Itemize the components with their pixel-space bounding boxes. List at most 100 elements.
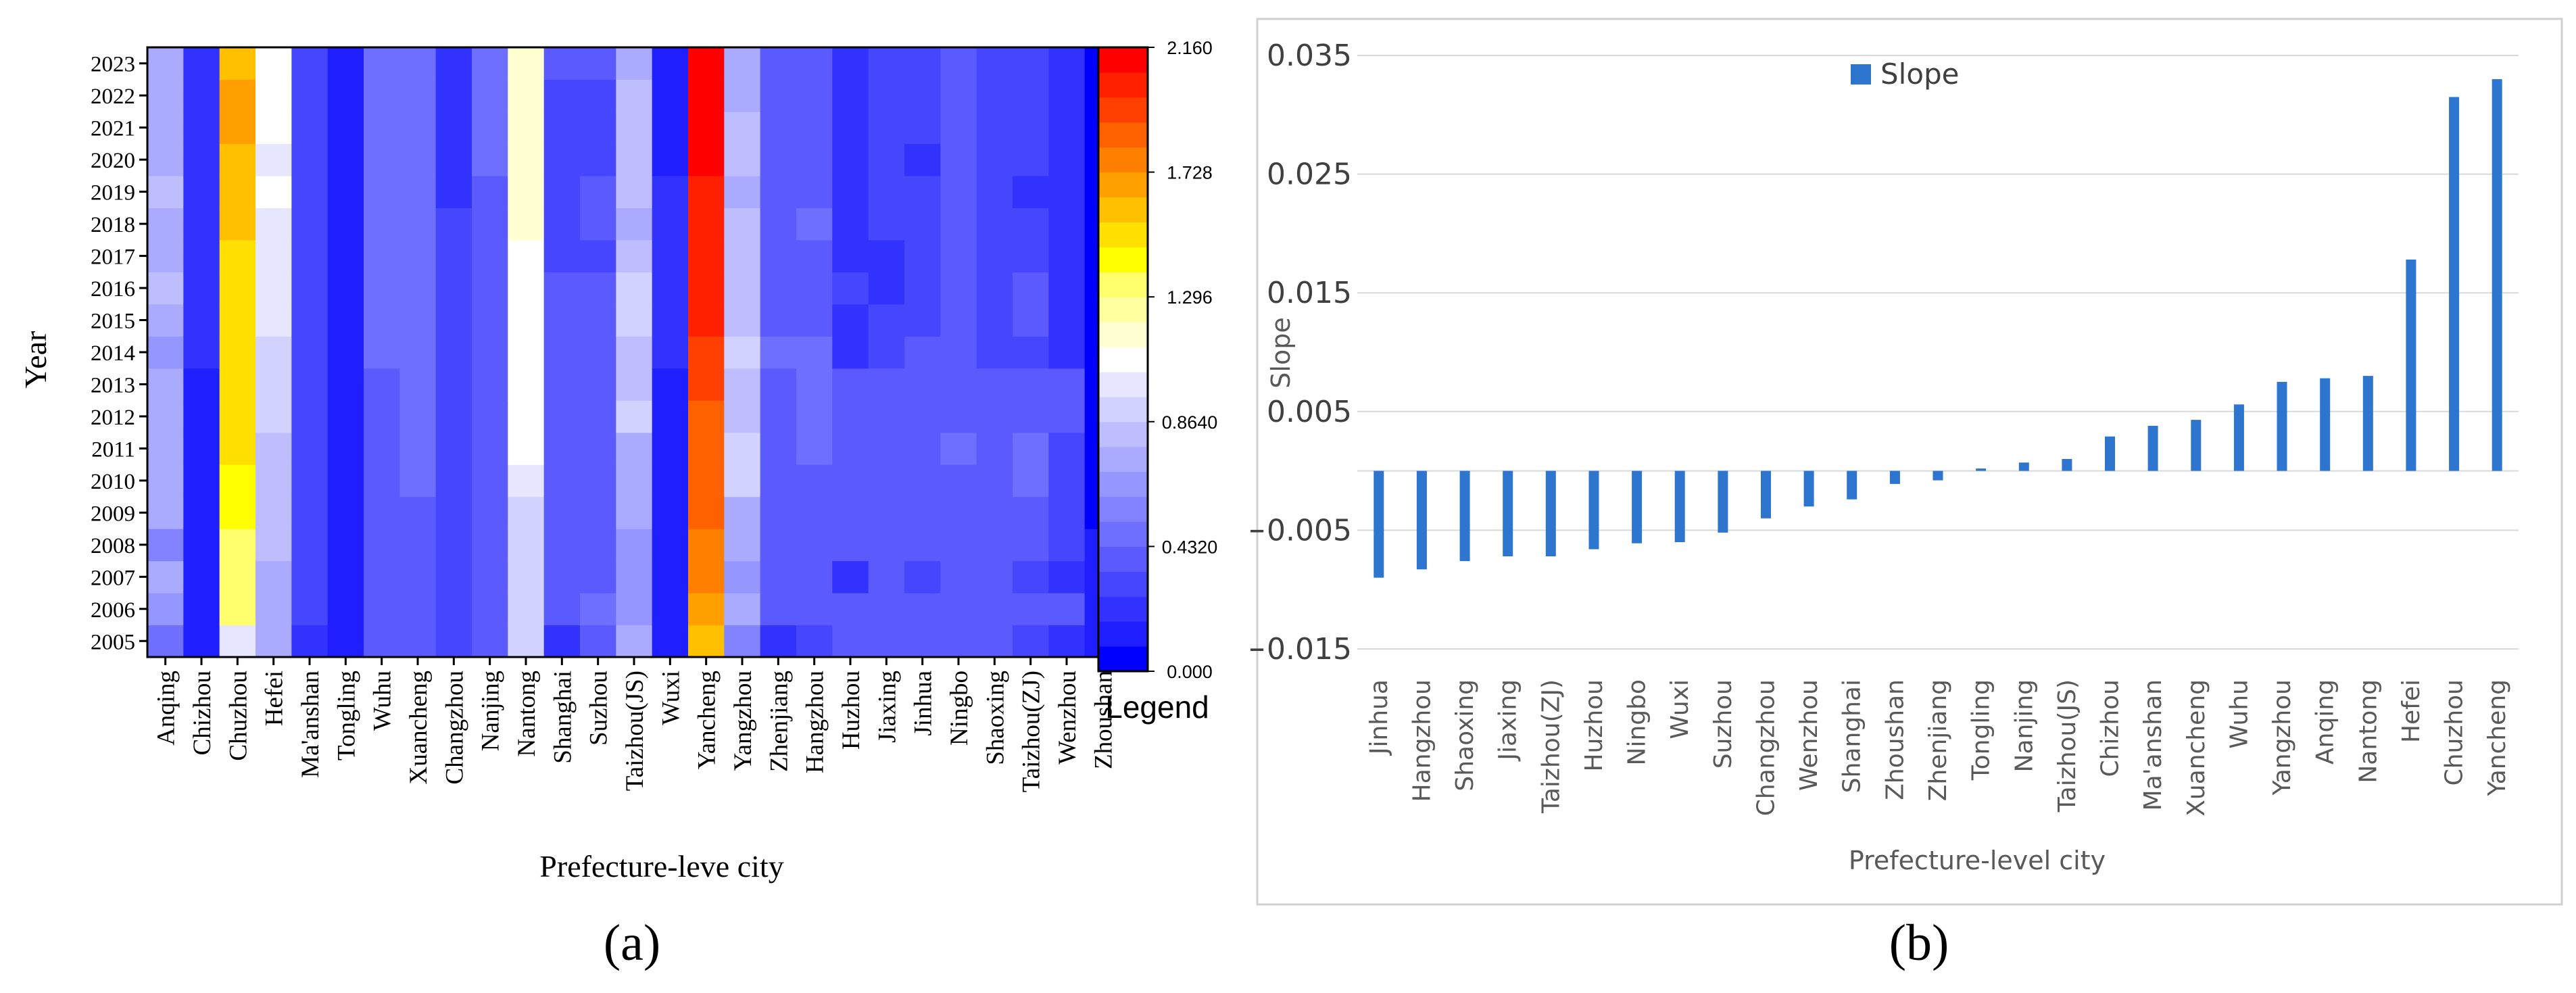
heatmap-cell <box>435 464 472 498</box>
heatmap-cell <box>435 496 472 529</box>
heatmap-cell <box>580 336 616 369</box>
heatmap-cell <box>543 593 581 626</box>
heatmap-cell <box>868 496 905 529</box>
heatmap-cell <box>580 400 616 433</box>
heatmap-cell <box>256 239 292 272</box>
heatmap-cell <box>1048 496 1086 529</box>
heatmap-cell <box>472 529 508 562</box>
colorbar-swatch <box>1098 521 1148 547</box>
bar-y-axis-label: Slope <box>1266 317 1296 388</box>
heatmap-cell <box>976 143 1013 176</box>
heatmap-cell <box>291 368 329 401</box>
heatmap-cell <box>147 304 184 337</box>
colorbar-swatch <box>1098 172 1148 198</box>
heatmap-cell <box>868 79 905 112</box>
colorbar-swatch <box>1098 646 1148 672</box>
bar-x-tick-label: Ningbo <box>1624 679 1651 765</box>
heatmap-cell <box>508 111 545 145</box>
bar-x-tick-label: Nantong <box>2354 679 2382 783</box>
heatmap-cell <box>364 593 400 626</box>
heatmap-cell <box>940 111 977 145</box>
bar-x-tick-label: Jinhua <box>1365 679 1393 756</box>
heatmap-x-tick-label: Xuancheng <box>405 671 433 785</box>
heatmap-cell <box>219 239 256 272</box>
heatmap-cell <box>147 143 184 176</box>
heatmap-cell <box>183 464 220 498</box>
heatmap-cell <box>832 143 869 176</box>
heatmap-cell <box>688 432 725 465</box>
heatmap-x-tick-label: Wuxi <box>657 671 685 725</box>
slope-bar-chart: 0.035 0.025 0.015 0.005 −0.005 −0.015 Jinhua H… <box>1242 18 2563 971</box>
heatmap-cell <box>796 272 833 305</box>
heatmap-cell <box>832 593 869 626</box>
heatmap-x-tick-label: Taizhou(JS) <box>621 671 649 791</box>
colorbar-swatch <box>1098 347 1148 372</box>
heatmap-cell <box>940 432 977 465</box>
heatmap-cell <box>219 79 256 112</box>
heatmap-x-tick-label: Chuzhou <box>224 671 252 761</box>
heatmap-cell <box>147 432 184 465</box>
heatmap-cell <box>688 593 725 626</box>
heatmap-cell <box>435 175 472 208</box>
heatmap-cell <box>291 593 329 626</box>
heatmap-cell <box>724 111 761 145</box>
bar-x-tick-label: Xuancheng <box>2183 679 2210 817</box>
heatmap-cell <box>219 336 256 369</box>
heatmap-cell <box>976 272 1013 305</box>
heatmap-cell <box>1013 336 1049 369</box>
heatmap-cell <box>327 625 364 658</box>
heatmap-y-tick-label: 2011 <box>91 437 135 462</box>
heatmap-cell <box>147 239 184 272</box>
heatmap-y-tick-label: 2015 <box>91 310 135 334</box>
heatmap-cell <box>291 496 329 529</box>
heatmap-cell <box>832 272 869 305</box>
heatmap-cell <box>435 400 472 433</box>
heatmap-cell <box>652 496 689 529</box>
heatmap-x-tick-label: Yangzhou <box>729 671 757 771</box>
bar-y-tick-label: −0.015 <box>1250 632 1352 667</box>
heatmap-cell <box>688 208 725 241</box>
heatmap-cell <box>399 79 437 112</box>
heatmap-cell <box>508 464 545 498</box>
heatmap-cell <box>580 560 616 594</box>
heatmap-cell <box>868 143 905 176</box>
heatmap-cell <box>940 143 977 176</box>
heatmap-cell <box>147 208 184 241</box>
bar-y-tick-label: 0.035 <box>1267 39 1352 73</box>
colorbar-tick-label: 0.000 <box>1167 662 1213 682</box>
colorbar-swatch <box>1098 122 1148 148</box>
heatmap-cell <box>616 175 653 208</box>
heatmap-cell <box>291 47 329 80</box>
bar <box>1933 470 1943 481</box>
colorbar-tick-label: 1.728 <box>1167 163 1213 183</box>
bar-y-tick-label: 0.015 <box>1267 276 1352 310</box>
bar-x-tick-label: Hefei <box>2398 679 2425 743</box>
heatmap-cell <box>256 496 292 529</box>
heatmap-cell <box>616 79 653 112</box>
heatmap-cell <box>832 529 869 562</box>
heatmap-cell <box>508 593 545 626</box>
heatmap-cell <box>543 47 581 80</box>
heatmap-cell <box>147 593 184 626</box>
heatmap-cell <box>508 432 545 465</box>
heatmap-cell <box>543 496 581 529</box>
heatmap-cell <box>219 111 256 145</box>
heatmap-cell <box>183 625 220 658</box>
heatmap-cell <box>652 529 689 562</box>
heatmap-cell <box>868 593 905 626</box>
heatmap-cell <box>724 529 761 562</box>
heatmap-y-tick-label: 2012 <box>91 406 135 430</box>
heatmap-cell <box>652 400 689 433</box>
bar <box>2492 79 2502 471</box>
colorbar-swatch <box>1098 596 1148 622</box>
bar <box>2320 378 2331 471</box>
heatmap-cell <box>256 111 292 145</box>
heatmap-y-tick-label: 2006 <box>91 598 135 623</box>
heatmap-cell <box>724 432 761 465</box>
heatmap-cell <box>688 560 725 594</box>
heatmap-cell <box>508 400 545 433</box>
heatmap-cell <box>1048 272 1086 305</box>
heatmap-cell <box>616 400 653 433</box>
heatmap-cell <box>796 143 833 176</box>
heatmap-cell <box>472 304 508 337</box>
